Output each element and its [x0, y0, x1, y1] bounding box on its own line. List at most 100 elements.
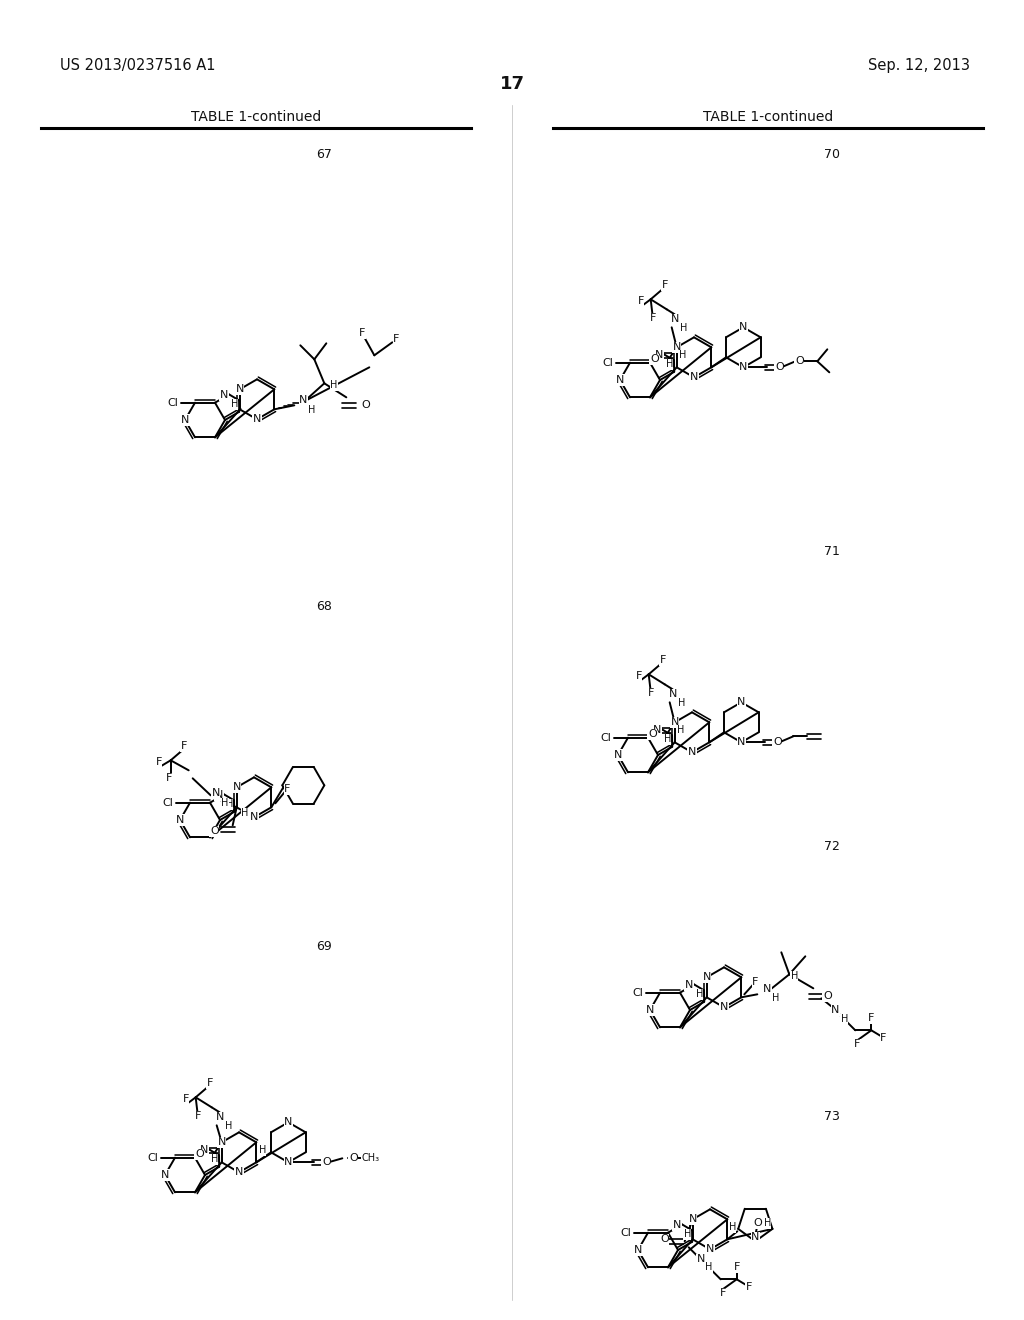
Text: O: O: [349, 1154, 357, 1163]
Text: N: N: [653, 726, 662, 735]
Text: 70: 70: [824, 148, 840, 161]
Text: H: H: [221, 799, 228, 808]
Text: H: H: [259, 1146, 266, 1155]
Text: TABLE 1-continued: TABLE 1-continued: [190, 110, 322, 124]
Text: Cl: Cl: [147, 1152, 159, 1163]
Text: N: N: [673, 1221, 681, 1230]
Text: H: H: [841, 1014, 848, 1024]
Text: H: H: [678, 698, 685, 709]
Text: 73: 73: [824, 1110, 840, 1123]
Text: O: O: [195, 1150, 204, 1159]
Text: F: F: [636, 672, 642, 681]
Text: N: N: [671, 314, 679, 325]
Text: F: F: [195, 1111, 201, 1121]
Text: N: N: [737, 697, 745, 708]
Text: 71: 71: [824, 545, 840, 558]
Text: F: F: [659, 655, 666, 665]
Text: N: N: [250, 812, 258, 822]
Text: F: F: [166, 774, 172, 783]
Text: N: N: [215, 791, 223, 800]
Text: F: F: [753, 977, 759, 987]
Text: H: H: [666, 359, 673, 370]
Text: O: O: [361, 400, 370, 411]
Text: 68: 68: [316, 601, 332, 612]
Text: N: N: [696, 1254, 705, 1265]
Text: N: N: [236, 384, 244, 395]
Text: H: H: [241, 808, 249, 818]
Text: N: N: [763, 985, 772, 994]
Text: N: N: [706, 1245, 714, 1254]
Text: H: H: [225, 1121, 232, 1131]
Text: O: O: [773, 738, 781, 747]
Text: H: H: [677, 725, 684, 735]
Text: N: N: [232, 783, 241, 792]
Text: H: H: [211, 1155, 218, 1164]
Text: Cl: Cl: [602, 358, 613, 368]
Text: F: F: [881, 1034, 887, 1043]
Text: F: F: [647, 688, 654, 698]
Text: N: N: [613, 750, 623, 760]
Text: H: H: [680, 323, 687, 334]
Text: N: N: [671, 717, 679, 727]
Text: 72: 72: [824, 840, 840, 853]
Text: N: N: [181, 414, 189, 425]
Text: N: N: [673, 342, 681, 352]
Text: Cl: Cl: [633, 987, 643, 998]
Text: H: H: [230, 400, 238, 409]
Text: N: N: [831, 1006, 840, 1015]
Text: N: N: [646, 1005, 654, 1015]
Text: O: O: [648, 730, 656, 739]
Text: F: F: [745, 1282, 752, 1292]
Text: F: F: [638, 296, 644, 306]
Text: H: H: [791, 972, 798, 981]
Text: Cl: Cl: [168, 397, 178, 408]
Text: H: H: [331, 380, 338, 391]
Text: N: N: [739, 362, 748, 372]
Text: F: F: [393, 334, 399, 345]
Text: N: N: [615, 375, 625, 385]
Text: N: N: [161, 1170, 169, 1180]
Text: F: F: [868, 1014, 874, 1023]
Text: F: F: [662, 280, 668, 290]
Text: H: H: [225, 800, 232, 809]
Text: N: N: [752, 1233, 760, 1242]
Text: Sep. 12, 2013: Sep. 12, 2013: [868, 58, 970, 73]
Text: Cl: Cl: [621, 1228, 632, 1238]
Text: N: N: [299, 395, 307, 405]
Text: US 2013/0237516 A1: US 2013/0237516 A1: [60, 58, 215, 73]
Text: F: F: [359, 329, 366, 338]
Text: O: O: [650, 354, 658, 364]
Text: N: N: [215, 1113, 224, 1122]
Text: N: N: [739, 322, 748, 333]
Text: N: N: [200, 1146, 209, 1155]
Text: H: H: [764, 1218, 771, 1229]
Text: N: N: [702, 973, 711, 982]
Text: N: N: [669, 689, 677, 700]
Text: O: O: [322, 1158, 331, 1167]
Text: N: N: [685, 981, 693, 990]
Text: N: N: [176, 814, 184, 825]
Text: N: N: [284, 1117, 293, 1127]
Text: F: F: [720, 1288, 726, 1299]
Text: F: F: [284, 784, 291, 795]
Text: O: O: [823, 991, 831, 1002]
Text: TABLE 1-continued: TABLE 1-continued: [702, 110, 834, 124]
Text: N: N: [690, 372, 698, 383]
Text: H: H: [679, 350, 686, 360]
Text: H: H: [308, 405, 315, 416]
Text: 17: 17: [500, 75, 524, 92]
Text: CH₃: CH₃: [361, 1154, 379, 1163]
Text: N: N: [737, 738, 745, 747]
Text: N: N: [217, 1138, 226, 1147]
Text: N: N: [212, 788, 220, 799]
Text: N: N: [688, 1214, 697, 1225]
Text: O: O: [775, 362, 783, 372]
Text: N: N: [720, 1002, 728, 1012]
Text: N: N: [253, 414, 261, 424]
Text: N: N: [234, 1167, 243, 1177]
Text: H: H: [729, 1222, 736, 1233]
Text: N: N: [284, 1158, 293, 1167]
Text: O: O: [795, 356, 804, 367]
Text: N: N: [655, 351, 664, 360]
Text: H: H: [772, 994, 779, 1003]
